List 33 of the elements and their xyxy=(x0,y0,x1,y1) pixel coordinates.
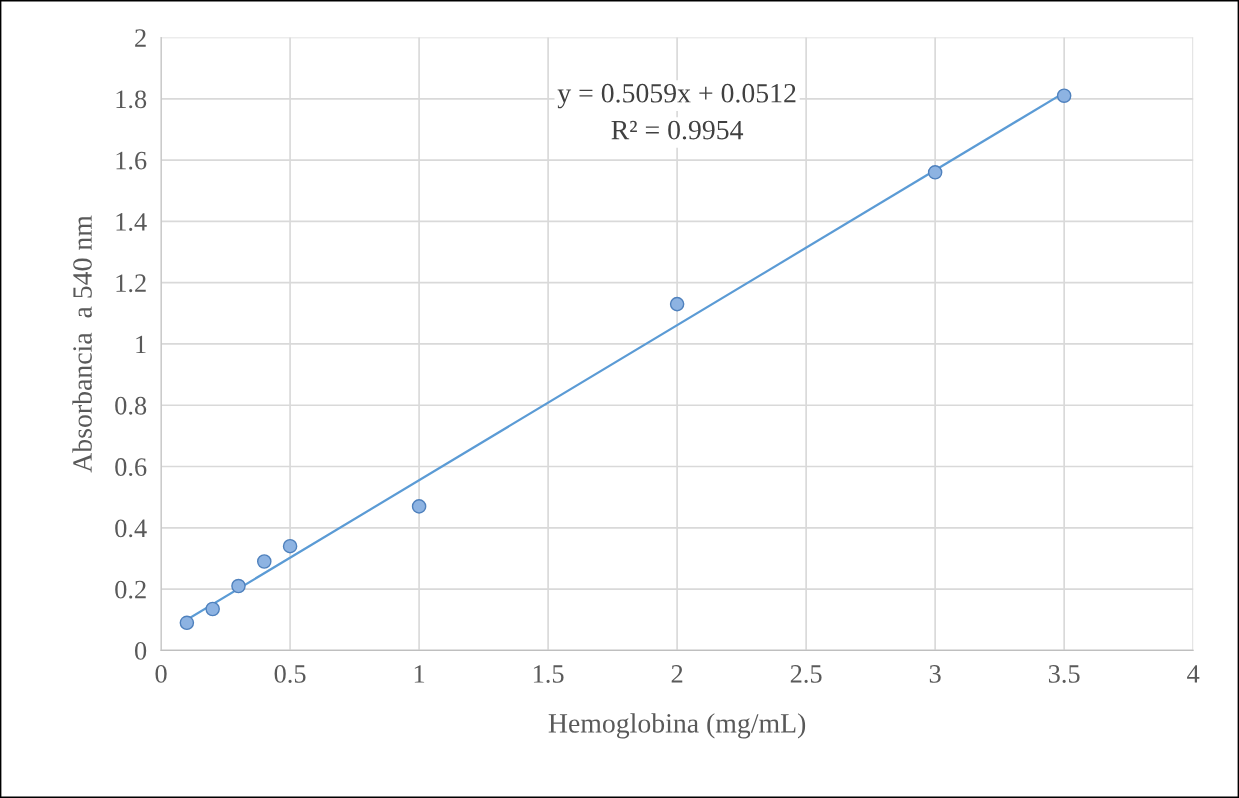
x-tick-label: 1 xyxy=(414,665,425,683)
point xyxy=(231,578,246,594)
y-tick-label: 1.2 xyxy=(116,274,146,293)
y-tick-label: 1.8 xyxy=(116,90,147,109)
annotation: R² = 0.9954 xyxy=(611,120,744,140)
x-tick-label: 0 xyxy=(155,665,167,683)
x-tick-label: 0.5 xyxy=(274,665,306,683)
x-tick-label: 3 xyxy=(929,665,941,683)
point xyxy=(179,615,195,631)
annotation: y = 0.5059x + 0.0512 xyxy=(557,83,796,109)
point xyxy=(256,554,272,569)
y-tick-label: 0.8 xyxy=(115,396,147,415)
x-tick-label: 3.5 xyxy=(1048,665,1080,683)
point xyxy=(1056,88,1072,104)
point xyxy=(411,499,427,514)
x-tick-label: 1.5 xyxy=(533,665,564,683)
y-tick-label: 0.2 xyxy=(115,580,146,599)
point xyxy=(927,165,943,180)
point xyxy=(669,296,685,312)
x-tick-label: 4 xyxy=(1187,665,1200,683)
y-tick-label: 2 xyxy=(135,29,146,47)
y-tick-label: 0.6 xyxy=(115,458,147,477)
x-axis-title: Hemoglobina (mg/mL) xyxy=(548,713,806,739)
y-tick-label: 1.6 xyxy=(116,151,147,170)
y-tick-label: 1 xyxy=(136,335,146,354)
y-tick-label: 0 xyxy=(134,641,147,660)
y-axis-title: Absorbancia a 540 nm xyxy=(72,215,92,473)
y-tick-label: 0.4 xyxy=(115,519,147,538)
y-tick-label: 1.4 xyxy=(116,213,147,231)
point xyxy=(282,538,298,554)
x-tick-label: 2 xyxy=(671,665,683,683)
point xyxy=(205,601,220,617)
x-tick-label: 2.5 xyxy=(790,665,822,683)
